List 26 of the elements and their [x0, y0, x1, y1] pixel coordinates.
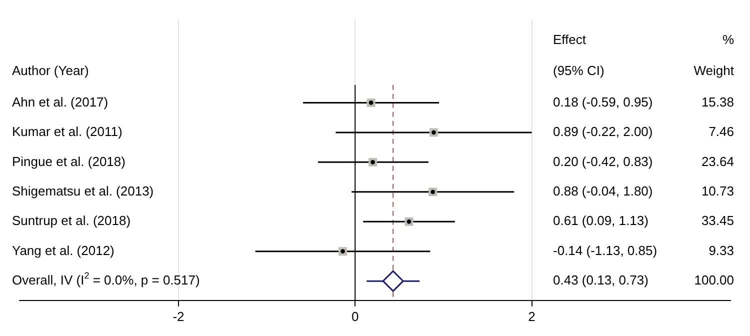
annotation: 9.33	[708, 242, 734, 258]
y-tick-label: Suntrup et al. (2018)	[12, 213, 131, 228]
text: % Weight	[694, 32, 734, 78]
annotation: 23.64	[701, 154, 734, 169]
annotation: 100.00	[694, 272, 734, 288]
annotation: 15.38	[701, 94, 734, 110]
annotation: 10.73	[701, 183, 734, 198]
x-tick-label: 2	[528, 308, 536, 324]
y-tick-label: Shigematsu et al. (2013)	[12, 183, 154, 198]
annotation: 33.45	[701, 213, 734, 228]
annotation: -0.14 (-1.13, 0.85)	[553, 242, 658, 258]
y-axis-title: Author (Year)	[12, 63, 89, 78]
annotation: 0.20 (-0.42, 0.83)	[553, 154, 653, 169]
y-tick-label: Kumar et al. (2011)	[12, 124, 122, 140]
annotation: 0.18 (-0.59, 0.95)	[553, 94, 653, 110]
y-tick-label: Ahn et al. (2017)	[12, 94, 108, 110]
annotation: 0.61 (0.09, 1.13)	[553, 213, 648, 228]
annotation: 0.88 (-0.04, 1.80)	[553, 183, 653, 198]
y-tick-label: Yang et al. (2012)	[12, 242, 114, 258]
x-tick-label: -2	[172, 308, 184, 324]
y-tick-label: Pingue et al. (2018)	[12, 154, 126, 169]
annotation: 0.89 (-0.22, 2.00)	[553, 124, 653, 140]
x-tick-label: 0	[352, 308, 359, 324]
annotation: 7.46	[708, 124, 734, 140]
text: Effect (95% CI)	[553, 32, 604, 78]
annotation: 0.43 (0.13, 0.73)	[553, 272, 648, 288]
